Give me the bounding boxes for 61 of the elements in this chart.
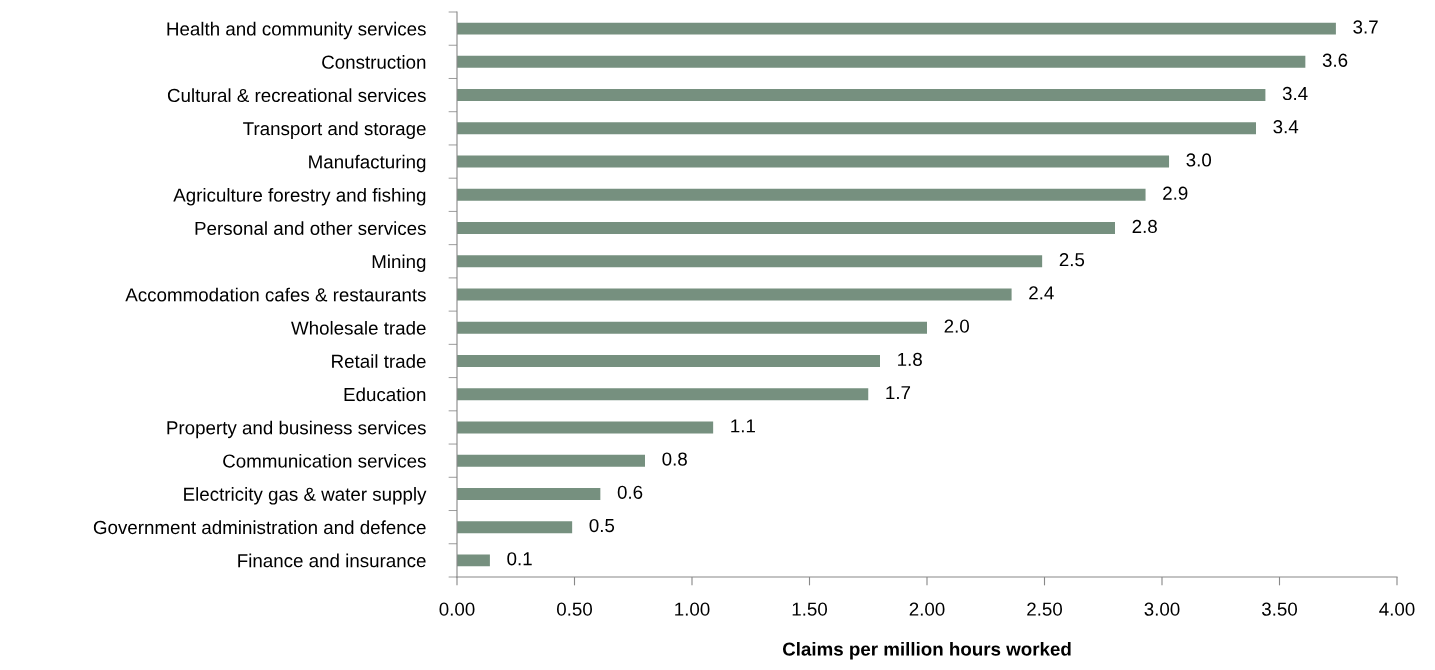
data-label: 2.9: [1163, 186, 1188, 200]
bar: [457, 255, 1043, 268]
bar: [457, 288, 1012, 301]
x-tick-label: 0.50: [556, 602, 593, 616]
data-label: 1.7: [886, 386, 911, 400]
bar: [457, 554, 490, 567]
bar: [457, 188, 1146, 201]
bar: [457, 89, 1266, 102]
data-label: 2.0: [944, 319, 969, 333]
x-tick-label: 0.00: [439, 602, 475, 616]
bar: [457, 122, 1256, 135]
y-tick-label: Mining: [372, 254, 426, 272]
data-label: 2.5: [1059, 253, 1085, 267]
bar: [457, 454, 645, 467]
x-tick-label: 3.50: [1261, 602, 1298, 616]
data-label: 0.5: [589, 518, 615, 533]
y-tick-label: Communication services: [223, 453, 426, 468]
data-label: 0.6: [617, 485, 643, 499]
y-tick-label: Retail trade: [332, 354, 426, 368]
y-tick-label: Education: [344, 387, 426, 402]
y-tick-label: Transport and storage: [243, 121, 426, 140]
bar: [457, 321, 927, 334]
x-tick-label: 1.00: [675, 602, 710, 616]
data-label: 3.6: [1322, 53, 1348, 67]
data-label: 0.1: [507, 552, 532, 566]
y-tick-label: Accommodation cafes & restaurants: [125, 287, 426, 302]
bar: [457, 222, 1115, 235]
bar: [457, 155, 1170, 168]
bar: [457, 521, 573, 534]
data-label: 0.8: [662, 452, 687, 466]
data-label: 1.8: [898, 352, 922, 366]
data-label: 3.0: [1186, 153, 1212, 167]
y-tick-label: Wholesale trade: [291, 320, 426, 335]
x-tick-label: 1.50: [792, 602, 828, 616]
y-tick-label: Health and community services: [167, 21, 426, 40]
data-label: 3.7: [1353, 20, 1378, 34]
y-tick-label: Electricity gas & water supply: [184, 487, 427, 505]
bar: [457, 354, 880, 367]
y-tick-label: Personal and other services: [195, 221, 426, 236]
data-label: 3.4: [1282, 86, 1308, 101]
x-tick-label: 2.00: [909, 602, 945, 616]
bar: [457, 388, 869, 401]
bar: [457, 421, 714, 434]
y-tick-label: Construction: [322, 55, 426, 69]
x-tick-label: 3.00: [1144, 602, 1180, 616]
x-tick-label: 2.50: [1027, 602, 1063, 616]
y-tick-label: Government administration and defence: [93, 520, 426, 535]
bar: [457, 487, 601, 500]
bar: [457, 55, 1306, 68]
y-tick-label: Property and business services: [167, 420, 426, 439]
y-tick-label: Agriculture forestry and fishing: [173, 188, 426, 206]
x-axis-title: Claims per million hours worked: [782, 641, 1071, 660]
bar: [457, 22, 1336, 35]
y-tick-label: Cultural & recreational services: [167, 88, 426, 103]
data-label: 2.4: [1029, 286, 1054, 300]
y-tick-label: Manufacturing: [309, 154, 426, 173]
x-tick-label: 4.00: [1379, 602, 1415, 616]
data-label: 2.8: [1132, 219, 1157, 234]
y-tick-label: Finance and insurance: [238, 553, 426, 568]
data-label: 1.1: [731, 419, 755, 433]
data-label: 3.4: [1273, 120, 1299, 134]
